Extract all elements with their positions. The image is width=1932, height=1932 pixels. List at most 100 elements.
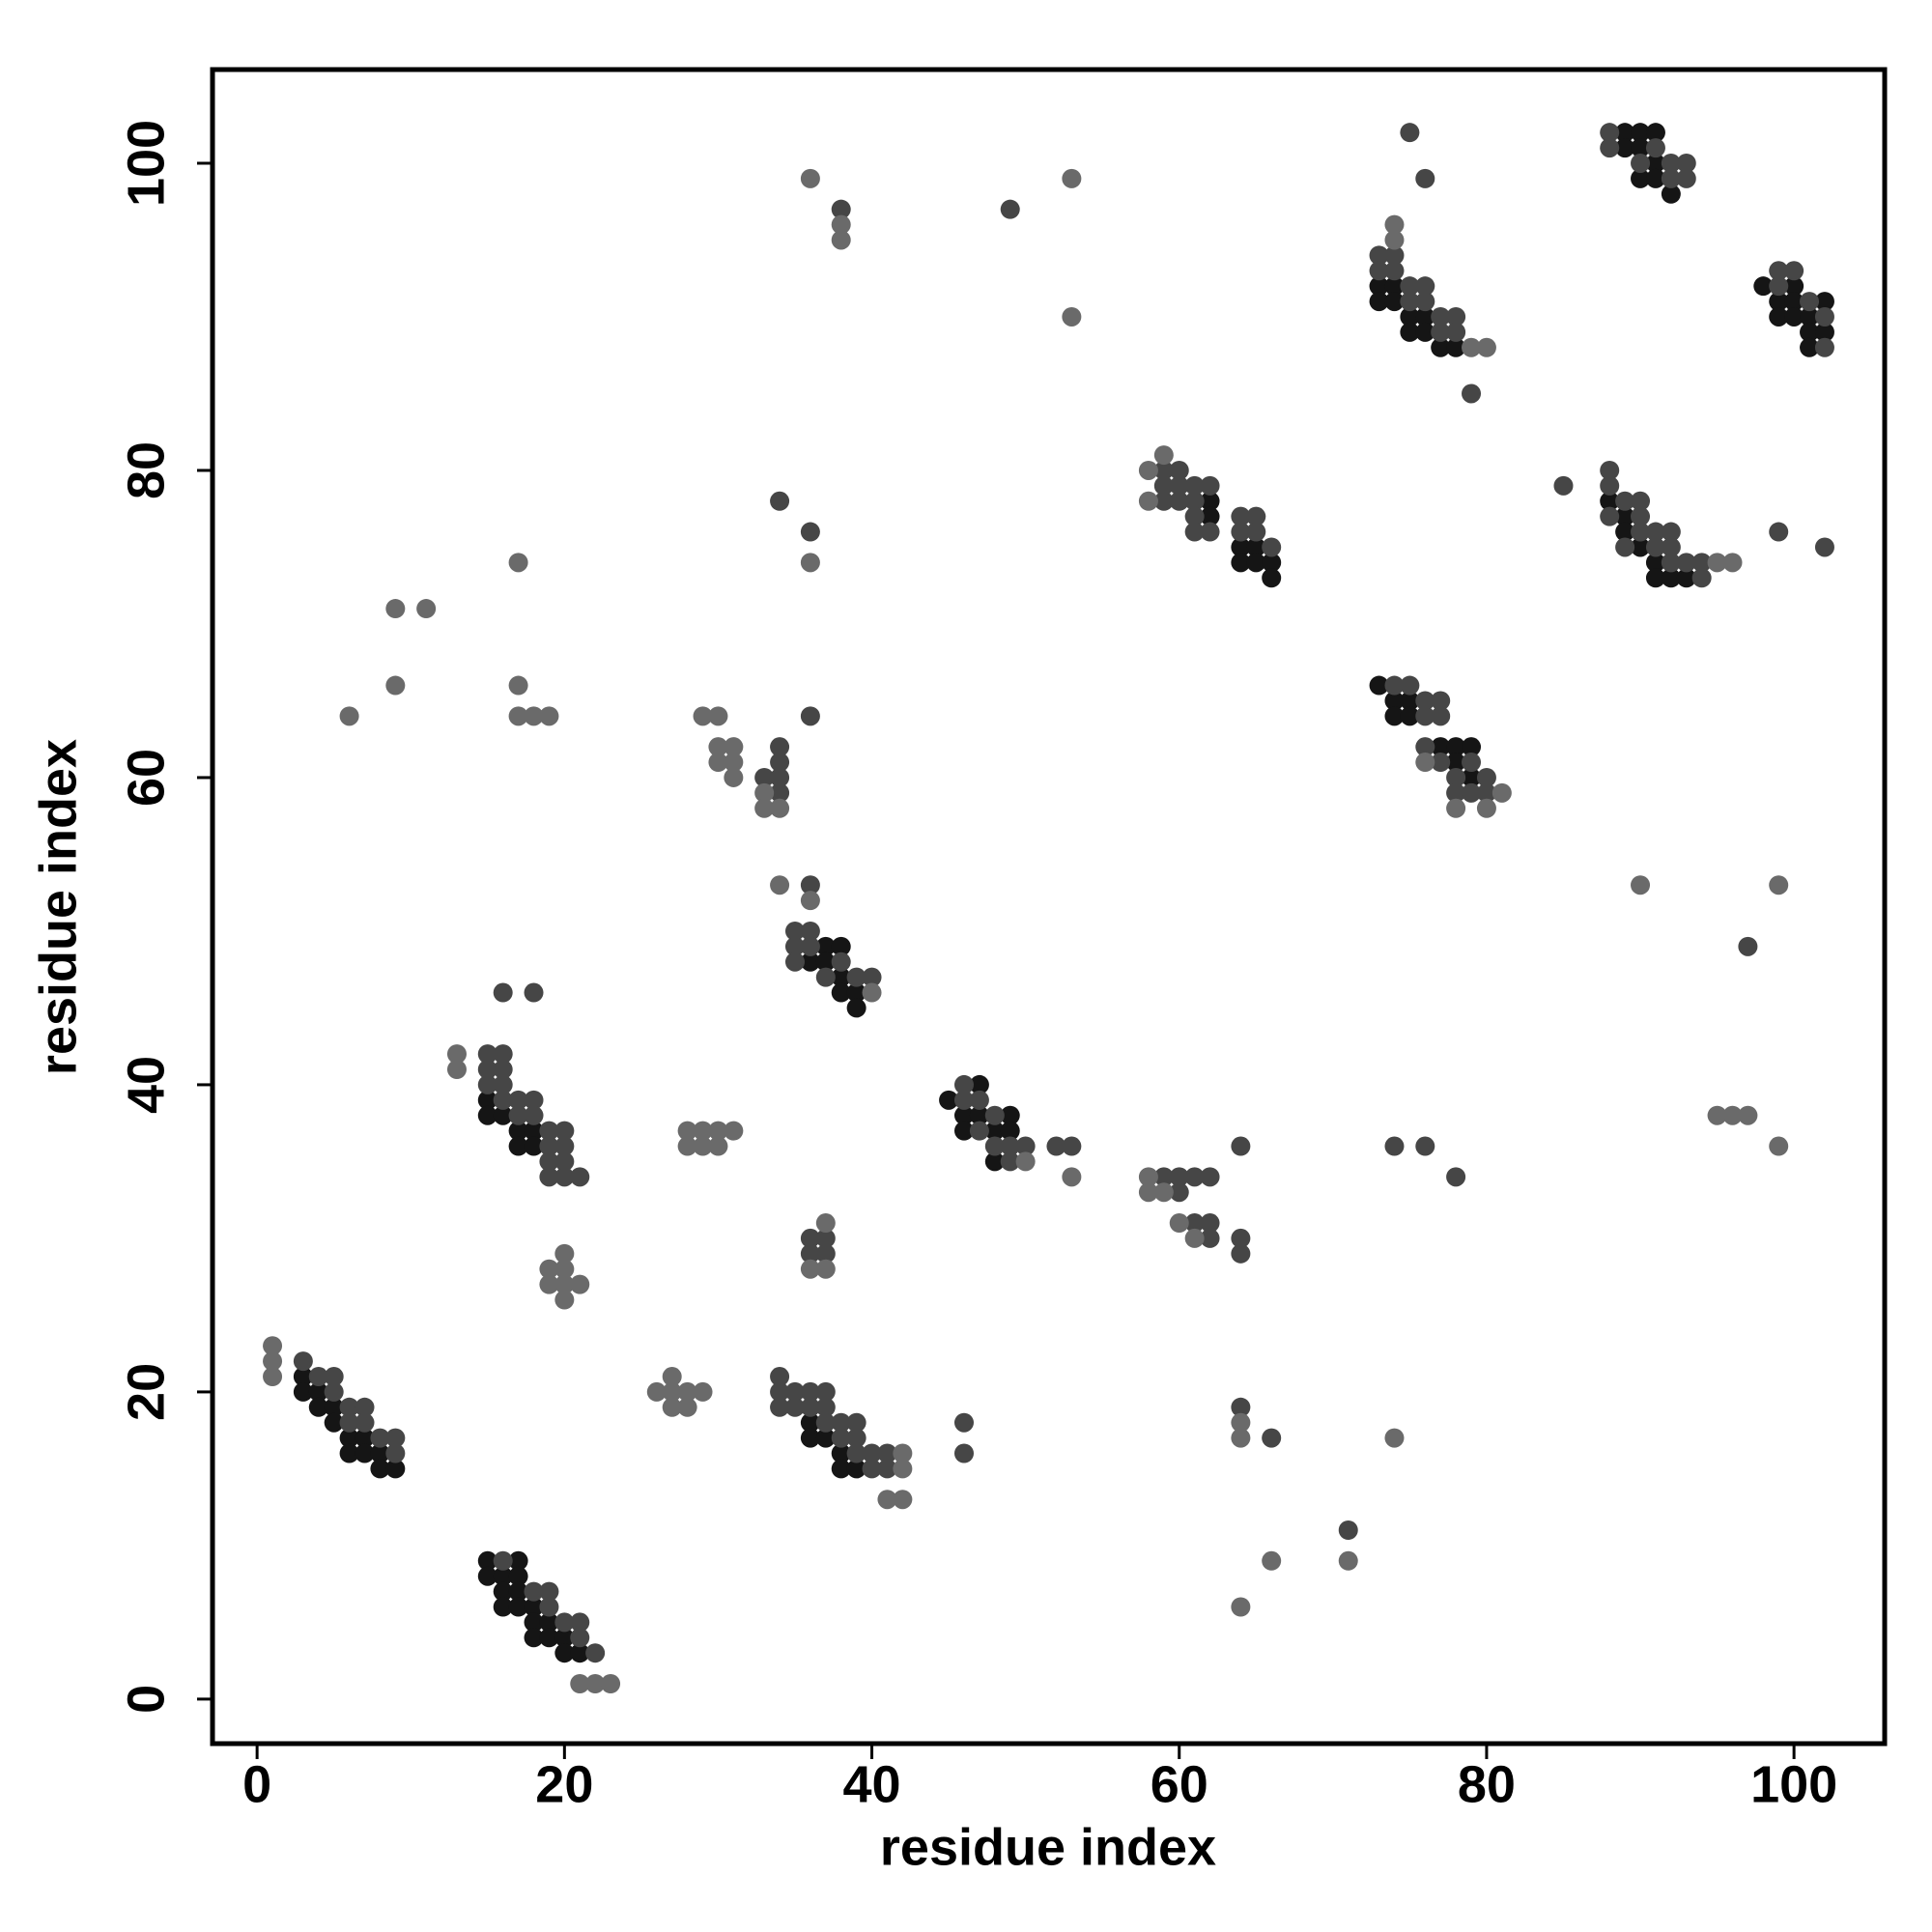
point: [1400, 306, 1420, 327]
point: [800, 706, 820, 726]
point: [1661, 568, 1681, 588]
point: [784, 952, 805, 972]
point: [554, 1136, 575, 1156]
plot-frame: [210, 67, 1888, 1747]
point: [339, 1443, 359, 1463]
point: [554, 1643, 575, 1663]
point: [1231, 1428, 1251, 1448]
point: [1200, 506, 1220, 526]
point: [1446, 753, 1466, 773]
point: [1062, 168, 1082, 188]
point: [339, 706, 359, 726]
point: [446, 1060, 467, 1080]
point: [1062, 1167, 1082, 1187]
point: [800, 168, 820, 188]
point: [846, 967, 867, 987]
point: [539, 1597, 559, 1617]
point: [953, 1412, 974, 1433]
x-tick-label: 100: [1750, 1755, 1837, 1813]
point: [1431, 737, 1451, 757]
point: [1415, 306, 1435, 327]
point: [1231, 537, 1251, 557]
point: [1784, 276, 1804, 297]
point: [1415, 276, 1435, 297]
point: [1169, 1182, 1189, 1203]
point: [1446, 782, 1466, 803]
point: [754, 767, 775, 787]
point: [784, 936, 805, 956]
point: [708, 753, 728, 773]
point: [1046, 1136, 1066, 1156]
point: [1200, 1167, 1220, 1187]
point: [1769, 875, 1789, 895]
point: [339, 1412, 359, 1433]
point: [1231, 553, 1251, 573]
point: [815, 1412, 836, 1433]
point: [1400, 276, 1420, 297]
point: [1600, 475, 1620, 496]
point: [770, 798, 790, 818]
point: [508, 1136, 528, 1156]
point: [493, 1060, 513, 1080]
point: [1400, 292, 1420, 312]
point: [1000, 1136, 1020, 1156]
point: [815, 1397, 836, 1417]
point: [708, 737, 728, 757]
point: [800, 1428, 820, 1448]
point: [770, 875, 790, 895]
point: [1200, 475, 1220, 496]
point: [524, 1136, 544, 1156]
point: [1369, 245, 1389, 266]
point: [969, 1090, 989, 1110]
point: [1415, 691, 1435, 711]
point: [477, 1044, 497, 1065]
point: [815, 967, 836, 987]
point: [1400, 123, 1420, 143]
point: [1138, 1167, 1158, 1187]
point: [554, 1290, 575, 1310]
point: [1415, 292, 1435, 312]
point: [1246, 506, 1266, 526]
point: [1169, 460, 1189, 480]
point: [1384, 214, 1405, 235]
point: [355, 1412, 375, 1433]
point: [1415, 737, 1435, 757]
point: [1661, 184, 1681, 204]
point: [953, 1443, 974, 1463]
point: [831, 199, 851, 219]
point: [984, 1105, 1005, 1125]
point: [493, 1581, 513, 1602]
point: [1769, 276, 1789, 297]
point: [893, 1443, 913, 1463]
point: [1138, 491, 1158, 511]
point: [1062, 1136, 1082, 1156]
point: [1631, 875, 1651, 895]
point: [677, 1121, 697, 1141]
x-tick-label: 60: [1151, 1755, 1208, 1813]
point: [784, 921, 805, 941]
point: [1446, 798, 1466, 818]
point: [846, 998, 867, 1018]
point: [493, 1074, 513, 1094]
point: [493, 1090, 513, 1110]
point: [1476, 798, 1496, 818]
point: [1246, 553, 1266, 573]
point: [539, 1259, 559, 1279]
point: [800, 936, 820, 956]
point: [570, 1643, 590, 1663]
point: [493, 1566, 513, 1586]
point: [1615, 491, 1635, 511]
point: [539, 706, 559, 726]
point: [508, 1090, 528, 1110]
point: [770, 491, 790, 511]
point: [1738, 936, 1758, 956]
point: [1153, 1167, 1174, 1187]
point: [1600, 506, 1620, 526]
point: [539, 1612, 559, 1633]
point: [831, 1459, 851, 1479]
point: [893, 1459, 913, 1479]
point: [831, 982, 851, 1003]
point: [815, 1228, 836, 1248]
point: [984, 1121, 1005, 1141]
point: [1631, 153, 1651, 173]
